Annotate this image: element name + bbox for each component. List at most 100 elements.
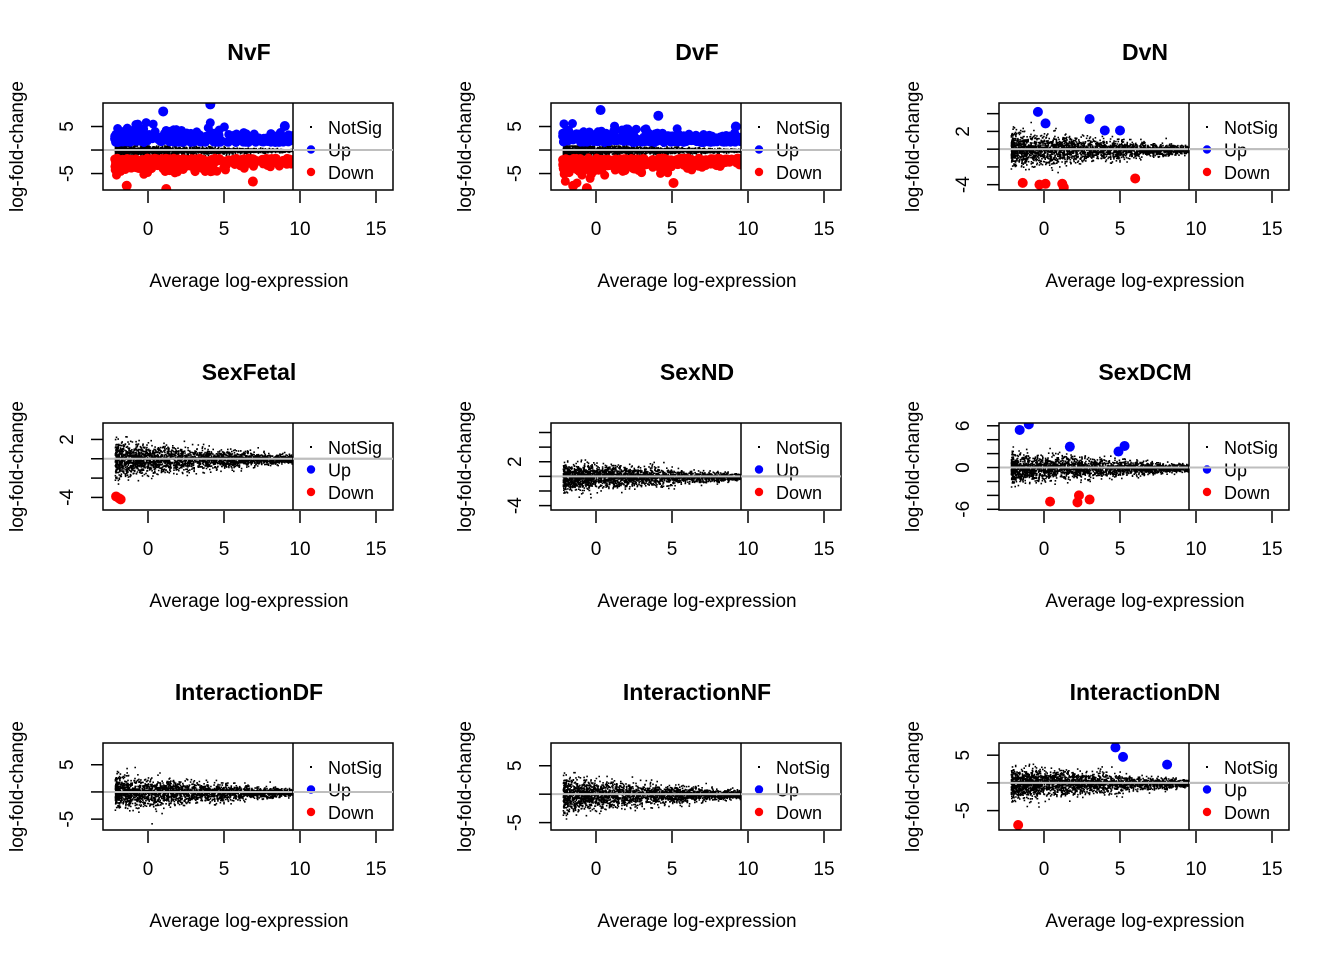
y-axis: -6 0 6 <box>953 420 999 518</box>
down-point <box>706 154 716 164</box>
x-axis: 0 5 10 15 <box>1039 511 1283 560</box>
down-point <box>586 166 596 176</box>
legend-label-notsig: NotSig <box>776 758 830 778</box>
legend-label-down: Down <box>1224 483 1270 503</box>
y-axis: -5 5 <box>57 121 103 182</box>
down-point <box>735 155 741 165</box>
legend-marker-up <box>754 465 764 474</box>
y-tick-label: -6 <box>953 501 974 518</box>
down-point <box>581 183 592 190</box>
legend-label-notsig: NotSig <box>1224 118 1278 138</box>
x-axis: 0 5 10 15 <box>143 831 387 880</box>
x-tick-label: 15 <box>813 539 834 560</box>
up-point <box>1040 118 1051 129</box>
x-tick-label: 10 <box>289 859 310 880</box>
down-point <box>610 165 620 175</box>
down-point <box>631 155 641 165</box>
down-point <box>649 155 659 165</box>
legend-label-down: Down <box>776 803 822 823</box>
x-tick-label: 5 <box>219 859 230 880</box>
y-tick-label: -5 <box>505 814 526 831</box>
x-tick-label: 0 <box>591 539 602 560</box>
down-point <box>571 153 581 163</box>
down-point <box>674 154 684 164</box>
up-point <box>629 137 639 147</box>
down-point <box>585 173 595 183</box>
up-point <box>612 136 622 146</box>
up-point <box>559 119 569 129</box>
legend-label-up: Up <box>328 781 351 801</box>
legend-label-down: Down <box>328 483 374 503</box>
down-point <box>170 168 180 178</box>
up-point <box>610 121 620 131</box>
notsig-points <box>114 436 293 485</box>
x-tick-label: 5 <box>1115 859 1126 880</box>
data-points <box>1010 743 1189 830</box>
up-point <box>715 132 725 142</box>
up-point <box>567 119 577 129</box>
y-axis: -5 5 <box>953 750 999 819</box>
x-axis: 0 5 10 15 <box>1039 831 1283 880</box>
up-point <box>730 121 741 132</box>
x-tick-label: 5 <box>1115 539 1126 560</box>
down-point <box>1040 178 1051 189</box>
y-tick-label: 5 <box>57 121 78 132</box>
legend-label-down: Down <box>776 163 822 183</box>
down-point <box>164 155 174 165</box>
x-tick-label: 5 <box>219 219 230 240</box>
legend-marker-down <box>1202 807 1212 817</box>
down-point <box>161 184 172 190</box>
y-tick-label: -5 <box>953 802 974 819</box>
down-point <box>560 176 570 186</box>
panel-title: InteractionNF <box>623 679 771 705</box>
panel-title: SexND <box>660 359 734 385</box>
up-point <box>1110 743 1121 753</box>
legend-label-down: Down <box>776 483 822 503</box>
x-tick-label: 5 <box>667 859 678 880</box>
legend-marker-down <box>754 167 764 177</box>
y-axis: -5 5 <box>57 759 103 828</box>
x-tick-label: 0 <box>591 859 602 880</box>
up-point <box>676 131 686 141</box>
x-tick-label: 15 <box>813 219 834 240</box>
y-axis-label: log-fold-change <box>903 401 924 532</box>
down-point <box>203 162 213 172</box>
x-axis-label: Average log-expression <box>597 271 796 292</box>
x-tick-label: 15 <box>365 859 386 880</box>
panel-title: InteractionDF <box>175 679 323 705</box>
up-point <box>1023 423 1034 430</box>
down-point <box>1013 820 1024 830</box>
x-tick-label: 10 <box>1185 539 1206 560</box>
down-point <box>714 155 724 165</box>
legend-marker-up <box>754 785 764 794</box>
legend-label-down: Down <box>328 803 374 823</box>
panel-title: DvN <box>1122 39 1168 65</box>
y-tick-label: -5 <box>505 165 526 182</box>
x-tick-label: 15 <box>1261 859 1282 880</box>
down-point <box>1045 496 1056 507</box>
up-point <box>270 136 280 146</box>
legend-marker-notsig <box>758 126 760 128</box>
legend-marker-notsig <box>758 446 760 448</box>
plot-frame <box>998 422 1290 511</box>
plot-frame <box>550 422 842 511</box>
up-point <box>601 129 611 139</box>
legend-marker-down <box>306 167 316 177</box>
down-point <box>131 154 141 164</box>
down-point <box>179 162 189 172</box>
legend-label-up: Up <box>776 461 799 481</box>
down-point <box>574 167 584 177</box>
legend-label-notsig: NotSig <box>1224 438 1278 458</box>
legend-marker-notsig <box>1206 126 1208 128</box>
up-point <box>205 118 215 128</box>
up-point <box>186 131 196 141</box>
